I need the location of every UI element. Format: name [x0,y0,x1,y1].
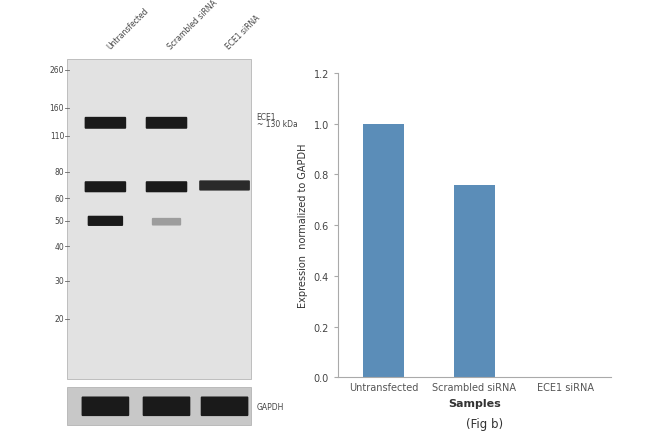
FancyBboxPatch shape [84,118,126,129]
Text: GAPDH: GAPDH [257,402,284,411]
Text: Scrambled siRNA: Scrambled siRNA [166,0,220,51]
FancyBboxPatch shape [146,182,187,193]
Bar [67,387,250,425]
Text: 50: 50 [55,217,64,226]
Bar [454,185,495,378]
Text: 80: 80 [55,168,64,177]
Text: (Fig b): (Fig b) [465,417,503,430]
Text: ECE1: ECE1 [257,113,276,122]
FancyBboxPatch shape [201,397,248,416]
FancyBboxPatch shape [152,218,181,226]
Text: 60: 60 [55,194,64,203]
Text: 260: 260 [49,66,64,75]
Text: 30: 30 [55,276,64,286]
FancyBboxPatch shape [84,182,126,193]
Text: ~ 130 kDa: ~ 130 kDa [257,119,297,128]
FancyBboxPatch shape [199,181,250,191]
X-axis label: Samples: Samples [448,398,501,408]
Text: 20: 20 [55,315,64,324]
Text: Untransfected: Untransfected [105,7,150,51]
Text: 160: 160 [49,104,64,113]
Text: 40: 40 [55,242,64,251]
Text: ECE1 siRNA: ECE1 siRNA [224,13,263,51]
FancyBboxPatch shape [88,216,123,227]
FancyBboxPatch shape [142,397,190,416]
Bar [67,60,250,379]
Bar [363,125,404,378]
FancyBboxPatch shape [146,118,187,129]
FancyBboxPatch shape [81,397,129,416]
Text: 110: 110 [50,132,64,141]
Y-axis label: Expression  normalized to GAPDH: Expression normalized to GAPDH [298,144,308,308]
